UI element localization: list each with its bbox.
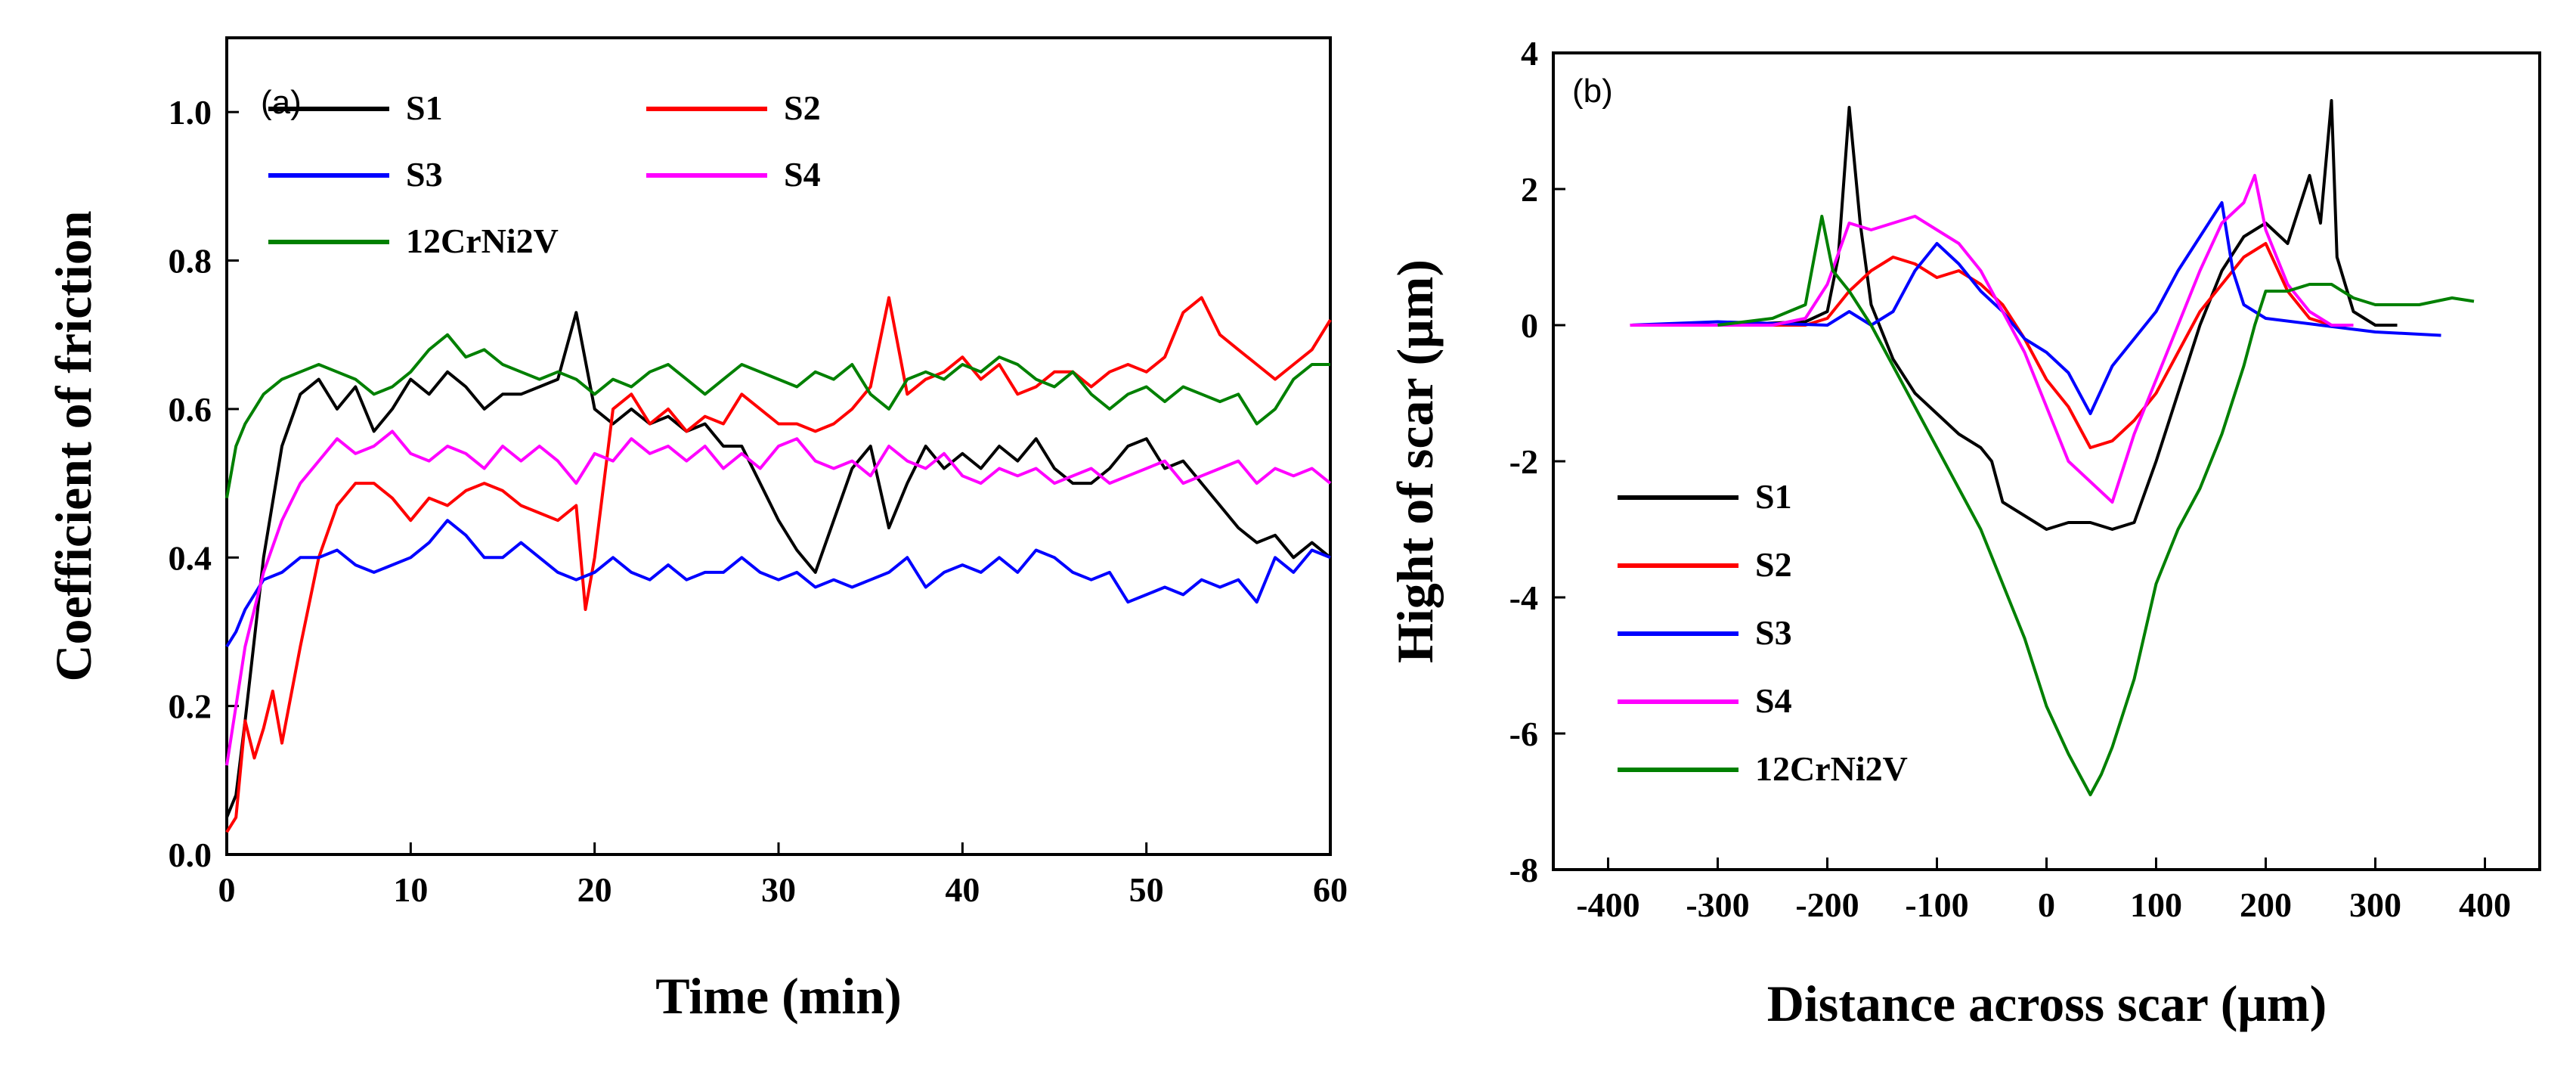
panel-a-series-group <box>225 296 1332 833</box>
panel-b-label: (b) <box>1572 73 1613 110</box>
panel-b-series-line-12crni2v <box>1717 215 2475 796</box>
panel-b-series-group <box>1630 99 2475 796</box>
panel-a-legend-label-12crni2v: 12CrNi2V <box>406 222 559 260</box>
panel-b-legend: S1 S2 S3 S4 12CrNi2V <box>1618 477 1908 788</box>
panel-a-x-tick-label: 60 <box>1313 870 1348 909</box>
panel-a-ticks: 0 10 20 30 40 50 60 0.0 0.2 0.4 0.6 0.8 1.0 <box>169 93 1348 909</box>
panel-a-series-line-s3 <box>225 519 1331 648</box>
panel-b-ticks: -400 -300 -200 -100 0 100 200 300 400 -8 -6 -4 -2 0 2 4 <box>1509 34 2511 924</box>
panel-a-x-tick-label: 20 <box>577 870 612 909</box>
panel-b-series-line-s3 <box>1630 201 2441 415</box>
panel-b-legend-label-12crni2v: 12CrNi2V <box>1755 749 1908 788</box>
panel-b-series-line-s2 <box>1630 242 2354 449</box>
panel-a-x-tick-label: 40 <box>945 870 980 909</box>
panel-b-x-tick-label: 100 <box>2130 885 2182 924</box>
panel-b-legend-label-s3: S3 <box>1755 613 1792 652</box>
panel-a-chart: 0 10 20 30 40 50 60 0.0 0.2 0.4 0.6 0.8 1.0 (a) S1 S2… <box>45 36 1348 1025</box>
panel-a-x-tick-label: 10 <box>393 870 428 909</box>
panel-b-y-tick-label: 2 <box>1521 170 1538 209</box>
panel-b-y-tick-label: -6 <box>1509 715 1538 753</box>
panel-a-series-line-s2 <box>225 296 1332 833</box>
panel-a-y-tick-label: 0.8 <box>169 242 212 281</box>
panel-b-x-tick-label: -400 <box>1576 885 1639 924</box>
panel-b-x-axis-title: Distance across scar (μm) <box>1767 975 2327 1032</box>
panel-b-series-line-s1 <box>1630 99 2398 531</box>
panel-a-legend-label-s1: S1 <box>406 88 443 127</box>
panel-a-series-line-s4 <box>225 430 1332 766</box>
panel-b-x-tick-label: -200 <box>1795 885 1859 924</box>
panel-b-plot-frame <box>1552 51 2541 871</box>
panel-a-legend-label-s3: S3 <box>406 155 443 194</box>
panel-b-x-tick-label: 300 <box>2349 885 2401 924</box>
panel-b-y-tick-label: -2 <box>1509 442 1538 481</box>
panel-b-x-tick-label: 200 <box>2240 885 2292 924</box>
panel-a-series-line-12crni2v <box>225 333 1330 499</box>
panel-a-x-tick-label: 50 <box>1129 870 1164 909</box>
panel-a-y-tick-label: 0.6 <box>169 390 212 429</box>
panel-b-y-tick-label: 4 <box>1521 34 1538 73</box>
panel-a-x-axis-title: Time (min) <box>655 967 902 1025</box>
panel-a-x-tick-label: 0 <box>218 870 236 909</box>
panel-a-y-tick-label: 0.0 <box>169 836 212 874</box>
panel-b-x-tick-label: 400 <box>2459 885 2511 924</box>
panel-a-y-axis-title: Coefficient of friction <box>45 210 102 681</box>
panel-a-legend-label-s2: S2 <box>784 88 821 127</box>
panel-a-legend-label-s4: S4 <box>784 155 821 194</box>
panel-a-label: (a) <box>261 84 302 121</box>
panel-b-legend-label-s2: S2 <box>1755 545 1792 584</box>
panel-b-y-tick-label: 0 <box>1521 306 1538 345</box>
panel-b-x-tick-label: -100 <box>1905 885 1968 924</box>
panel-b-legend-label-s4: S4 <box>1755 681 1792 720</box>
panel-b-y-tick-label: -4 <box>1509 578 1538 617</box>
panel-b-y-axis-title: Hight of scar (μm) <box>1386 259 1444 663</box>
panel-b-legend-label-s1: S1 <box>1755 477 1792 516</box>
panel-b-y-tick-label: -8 <box>1509 851 1538 889</box>
panel-b-x-tick-label: -300 <box>1686 885 1749 924</box>
panel-b-x-tick-label: 0 <box>2038 885 2055 924</box>
panel-a-y-tick-label: 1.0 <box>169 93 212 132</box>
panel-a-y-tick-label: 0.4 <box>169 538 212 577</box>
panel-a-legend: S1 S2 S3 S4 12CrNi2V <box>268 88 821 260</box>
panel-b-chart: -400 -300 -200 -100 0 100 200 300 400 -8 -6 -4 -2 0 2 4… <box>1386 34 2541 1032</box>
panel-a-y-tick-label: 0.2 <box>169 687 212 726</box>
panel-a-x-tick-label: 30 <box>761 870 796 909</box>
panel-a-series-line-s1 <box>225 311 1332 818</box>
panel-b-series-line-s4 <box>1630 174 2354 504</box>
